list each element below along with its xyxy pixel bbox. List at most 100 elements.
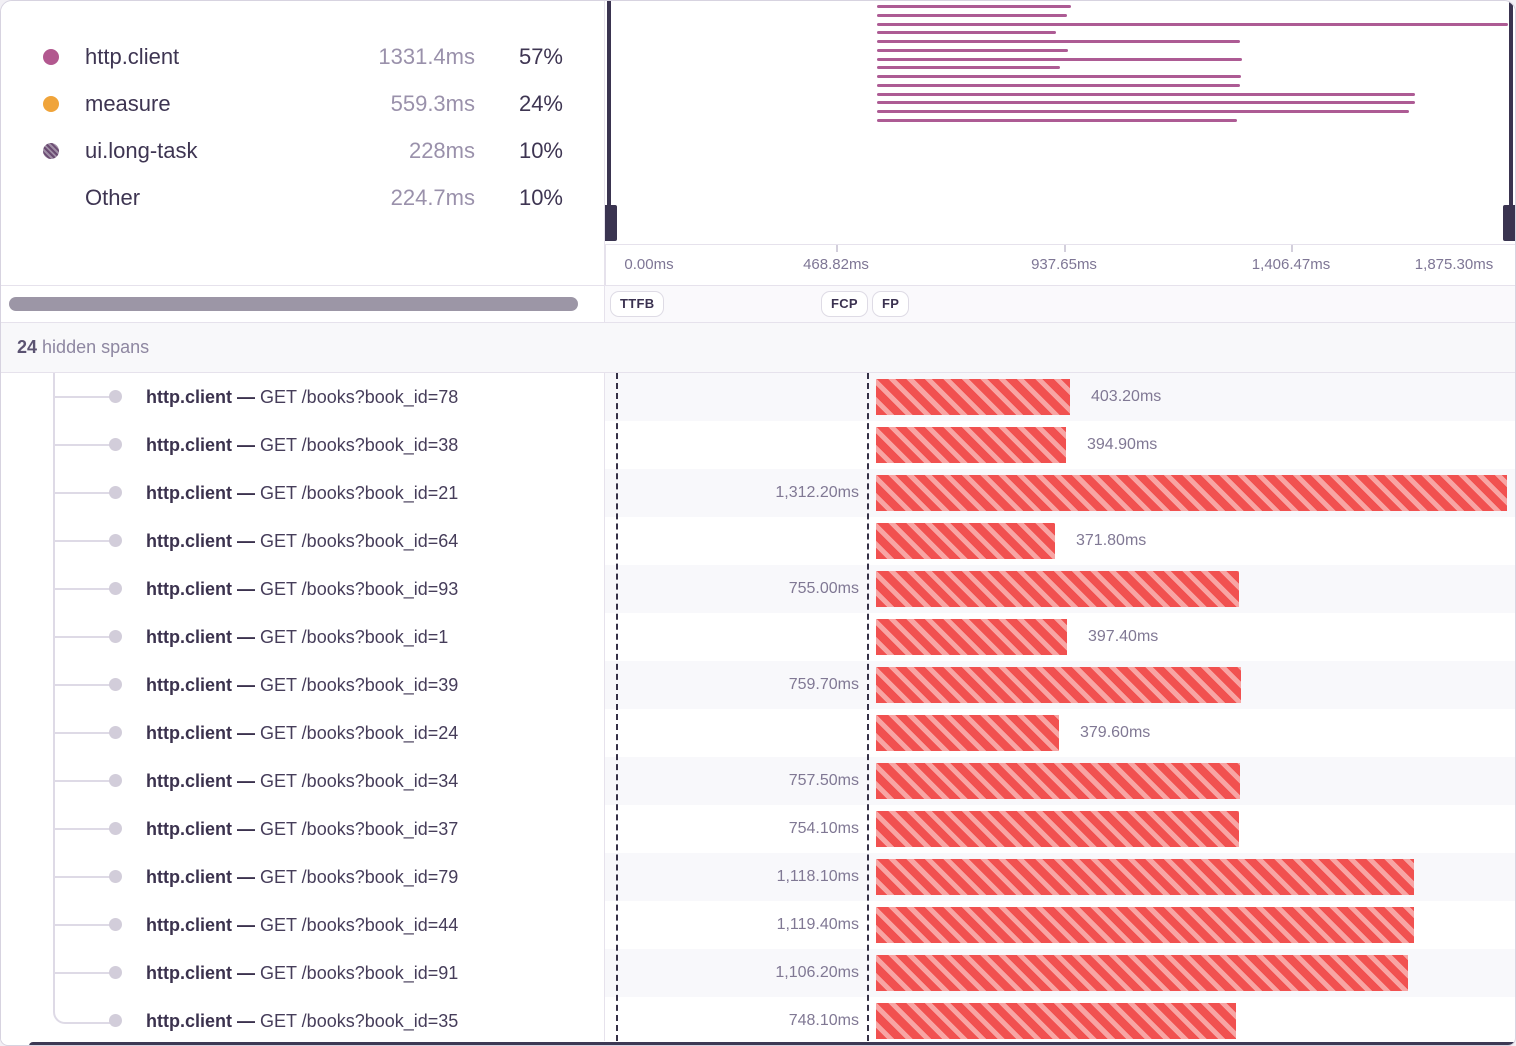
axis-tick-label: 0.00ms [624,256,674,273]
minimap-right-handle-line [1509,1,1513,205]
axis-tickmark [1291,245,1293,252]
hidden-spans-row: 24 hidden spans [1,323,1515,373]
span-duration-bar[interactable] [876,427,1066,463]
span-description: GET /books?book_id=24 [260,723,459,743]
span-op: http.client — [146,531,260,551]
tree-node-dot [109,438,122,451]
span-duration-bar[interactable] [876,523,1055,559]
span-duration-bar[interactable] [876,571,1239,607]
span-duration-label: 403.20ms [1091,388,1162,405]
span-row-label[interactable]: http.client — GET /books?book_id=64 [146,517,458,565]
span-row-label[interactable]: http.client — GET /books?book_id=24 [146,709,458,757]
span-op: http.client — [146,771,260,791]
tree-branch-line [53,972,111,974]
trace-minimap[interactable] [605,1,1515,244]
legend-row-ui.long-task: ui.long-task 228ms 10% [1,127,604,174]
span-row-label[interactable]: http.client — GET /books?book_id=1 [146,613,448,661]
span-row-label[interactable]: http.client — GET /books?book_id=91 [146,949,458,997]
span-row-label[interactable]: http.client — GET /books?book_id=78 [146,373,458,421]
span-row-label[interactable]: http.client — GET /books?book_id=34 [146,757,458,805]
span-op: http.client — [146,867,260,887]
minimap-span-bar [877,57,1242,61]
span-description: GET /books?book_id=64 [260,531,459,551]
span-duration-bar[interactable] [876,667,1241,703]
span-description: GET /books?book_id=91 [260,963,459,983]
span-row-label[interactable]: http.client — GET /books?book_id=79 [146,853,458,901]
span-description: GET /books?book_id=39 [260,675,459,695]
span-row-label[interactable]: http.client — GET /books?book_id=44 [146,901,458,949]
span-duration-bar[interactable] [876,379,1070,415]
span-duration-label: 371.80ms [1076,532,1147,549]
tree-node-dot [109,534,122,547]
span-row-label[interactable]: http.client — GET /books?book_id=38 [146,421,458,469]
span-description: GET /books?book_id=93 [260,579,459,599]
span-row-label[interactable]: http.client — GET /books?book_id=37 [146,805,458,853]
span-duration-bar[interactable] [876,619,1067,655]
span-duration-bar[interactable] [876,811,1239,847]
minimap-span-bar [877,66,1060,70]
ops-breakdown-legend: http.client 1331.4ms 57% measure 559.3ms 24% u… [1,1,605,286]
span-op: http.client — [146,819,260,839]
minimap-span-bar [877,31,1056,35]
tree-branch-line [53,684,111,686]
axis-tick-label: 468.82ms [803,256,869,273]
tree-node-dot [109,966,122,979]
legend-row-measure: measure 559.3ms 24% [1,80,604,127]
hidden-spans-label: hidden spans [42,337,150,357]
span-op: http.client — [146,723,260,743]
span-duration-bar[interactable] [876,715,1059,751]
span-op: http.client — [146,1011,260,1031]
legend-row-Other: Other 224.7ms 10% [1,174,604,221]
span-duration-bar[interactable] [876,1003,1236,1039]
tree-branch-line [53,924,111,926]
tree-branch-line [53,588,111,590]
legend-duration: 1331.4ms [378,44,475,69]
minimap-span-bar [877,92,1415,96]
tree-node-dot [109,486,122,499]
tree-node-dot [109,774,122,787]
span-description: GET /books?book_id=35 [260,1011,459,1031]
span-duration-label: 1,312.20ms [775,484,859,501]
span-duration-bar[interactable] [876,859,1414,895]
minimap-span-bar [877,48,1068,52]
minimap-span-bar [877,22,1508,26]
tree-node-dot [109,1014,122,1027]
minimap-span-bar [877,83,1240,87]
span-duration-bar[interactable] [876,475,1507,511]
span-row-label[interactable]: http.client — GET /books?book_id=93 [146,565,458,613]
legend-duration: 224.7ms [390,185,475,210]
span-duration-label: 757.50ms [788,772,859,789]
span-op: http.client — [146,627,260,647]
hidden-spans-count: 24 [17,337,38,357]
tree-node-dot [109,390,122,403]
tree-branch-line [53,396,111,398]
tree-node-dot [109,630,122,643]
horizontal-scrollbar-thumb[interactable] [9,297,578,311]
minimap-right-handle[interactable] [1503,205,1515,241]
minimap-span-bar [877,40,1240,43]
minimap-span-bar [877,75,1241,78]
tree-node-dot [109,918,122,931]
span-duration-bar[interactable] [876,763,1240,799]
span-duration-label: 1,106.20ms [775,964,859,981]
span-duration-label: 1,119.40ms [776,916,859,933]
ttfb-marker-line [616,373,618,1041]
scrollbar-track [1,286,605,323]
span-duration-bar[interactable] [876,955,1408,991]
minimap-span-bar [877,13,1067,17]
span-op: http.client — [146,963,260,983]
tree-elbow-line [53,1010,111,1024]
tree-branch-line [53,492,111,494]
minimap-left-handle[interactable] [605,205,617,241]
span-duration-label: 748.10ms [788,1012,859,1029]
span-row-label[interactable]: http.client — GET /books?book_id=39 [146,661,458,709]
span-duration-bar[interactable] [876,907,1414,943]
tree-node-dot [109,726,122,739]
bottom-panel-edge [29,1042,1515,1045]
minimap-span-bar [877,101,1415,105]
span-duration-label: 394.90ms [1087,436,1158,453]
span-row-label[interactable]: http.client — GET /books?book_id=21 [146,469,458,517]
tree-branch-line [53,732,111,734]
web-vitals-band: TTFB FCP FP [605,286,1515,323]
span-row-label[interactable]: http.client — GET /books?book_id=35 [146,997,458,1045]
